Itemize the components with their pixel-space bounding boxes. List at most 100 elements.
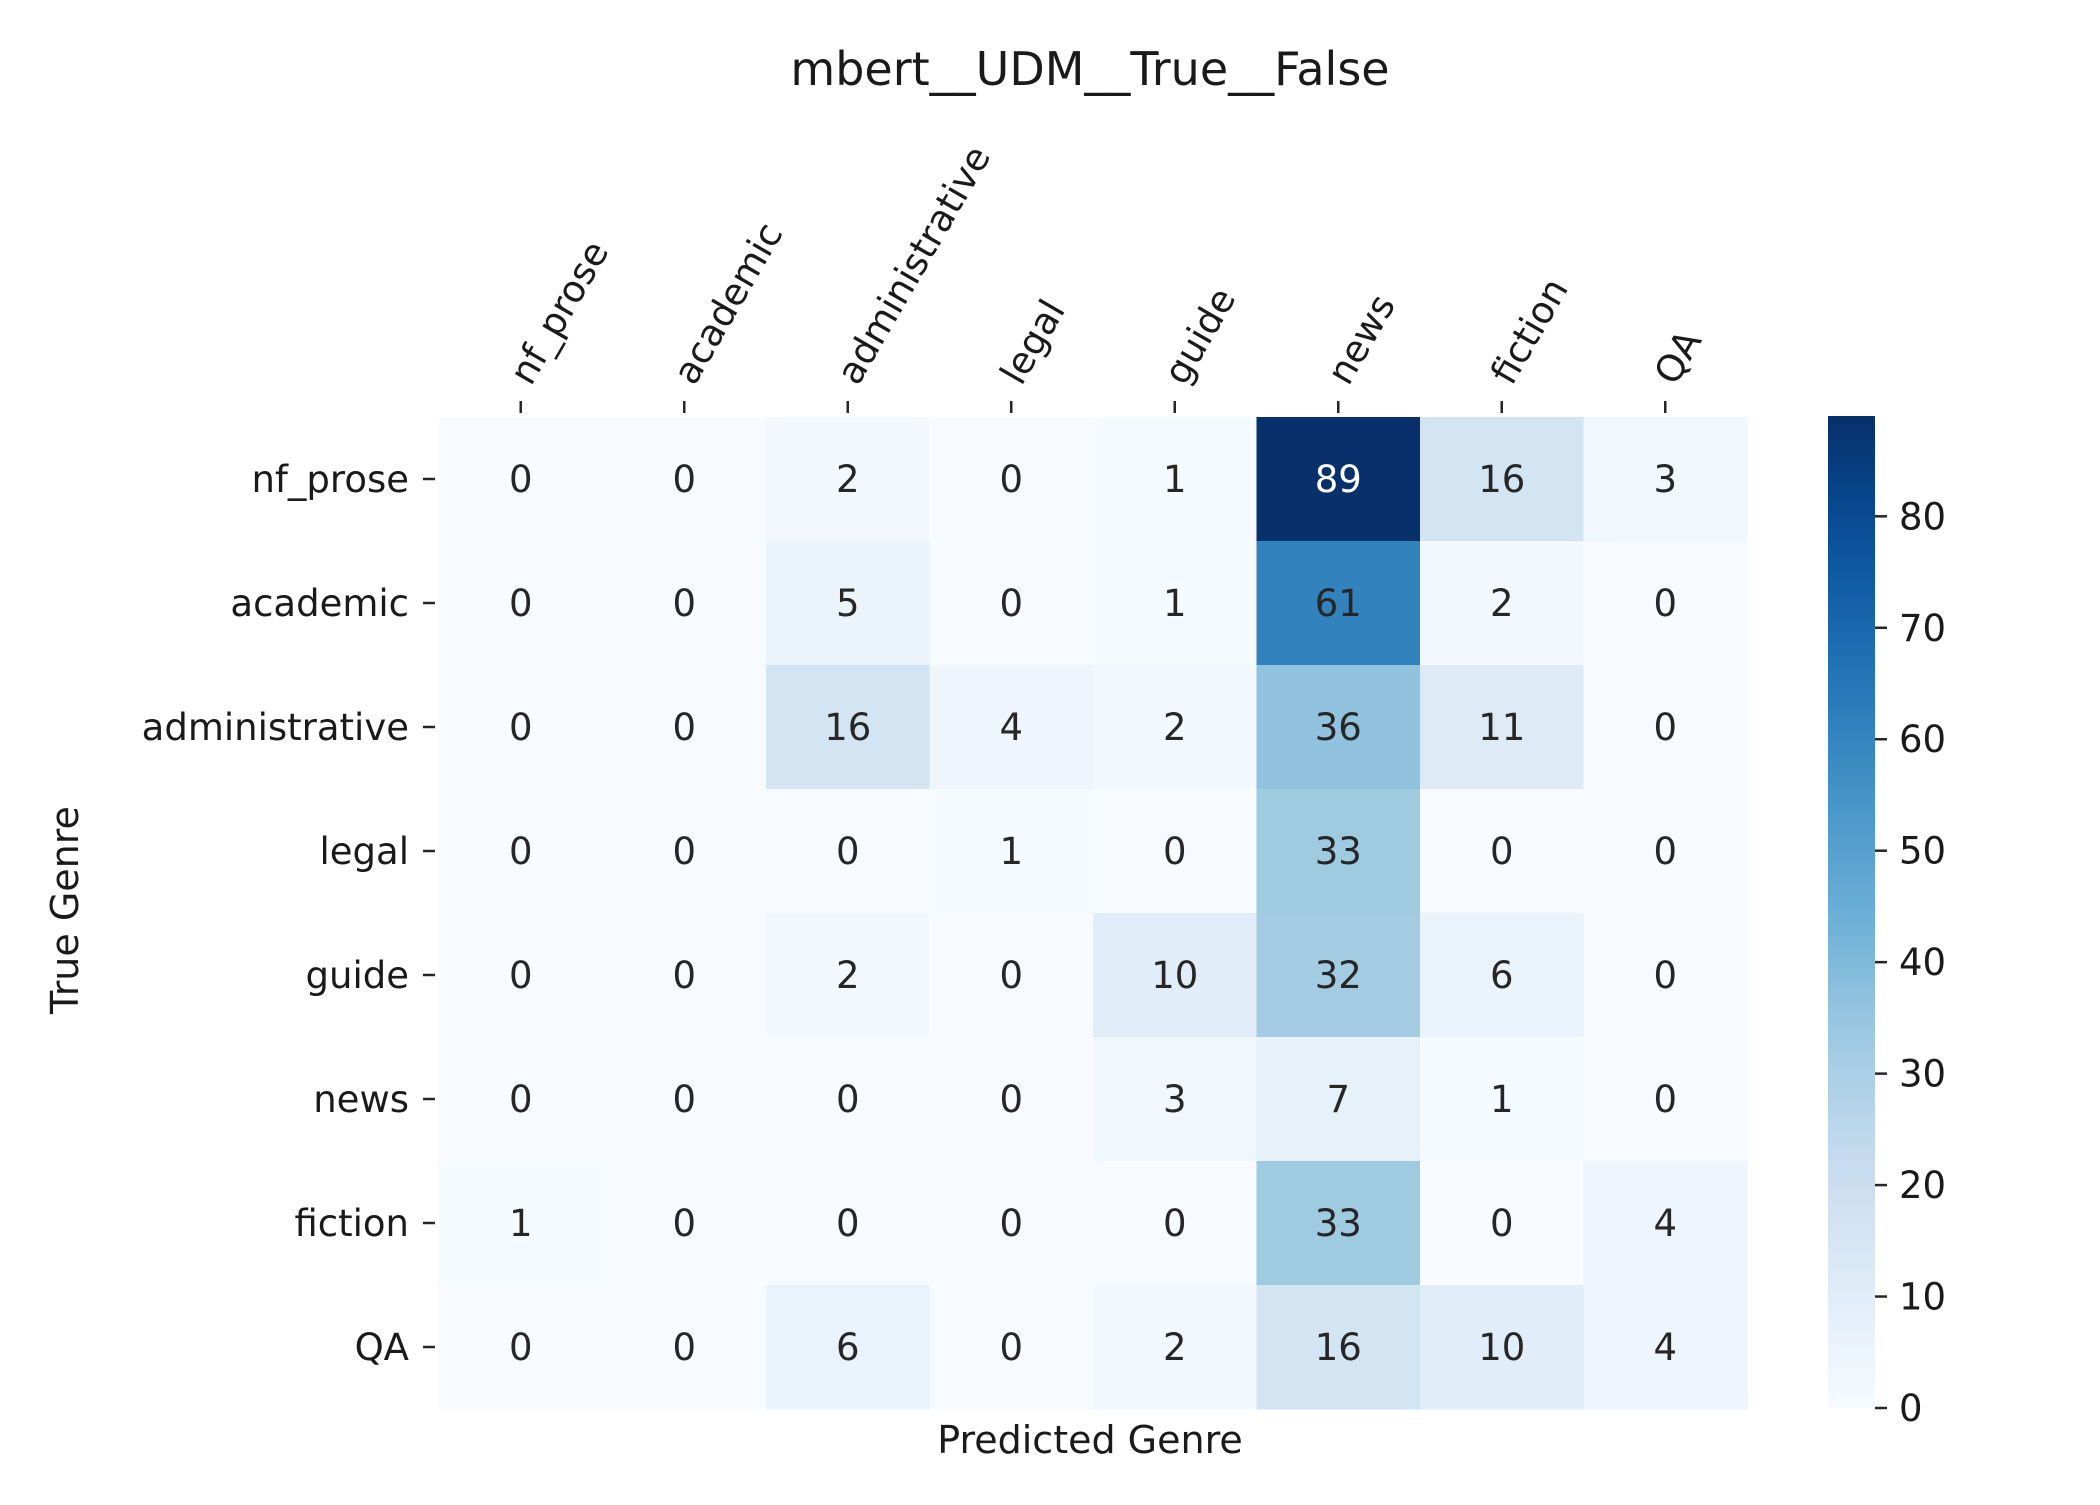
colorbar-tick-label: 60 bbox=[1899, 718, 1946, 761]
cell-value-label: 3 bbox=[1653, 458, 1677, 501]
x-tick-label: administrative bbox=[828, 138, 999, 391]
heatmap-cell bbox=[1256, 417, 1421, 542]
cell-value-label: 0 bbox=[672, 458, 696, 501]
x-tick-label: nf_prose bbox=[501, 234, 617, 392]
heatmap-cell bbox=[1093, 665, 1258, 790]
colorbar-gradient bbox=[1828, 416, 1875, 1408]
cell-value-label: 0 bbox=[672, 830, 696, 873]
cell-value-label: 0 bbox=[509, 830, 533, 873]
cell-value-label: 0 bbox=[672, 706, 696, 749]
heatmap-cell bbox=[1093, 417, 1258, 542]
cell-value-label: 0 bbox=[1163, 830, 1187, 873]
y-tick-label: administrative bbox=[142, 706, 409, 749]
heatmap-cell bbox=[1256, 1285, 1421, 1410]
cell-value-label: 36 bbox=[1315, 706, 1362, 749]
cell-value-label: 0 bbox=[509, 706, 533, 749]
cell-value-label: 89 bbox=[1315, 458, 1362, 501]
colorbar-tick-label: 50 bbox=[1899, 830, 1946, 873]
cell-value-label: 11 bbox=[1478, 706, 1525, 749]
heatmap-cell bbox=[766, 1285, 931, 1410]
heatmap: 0 0 2 0 1 89 16 30 0 5 0 1 61 2 00 0 16 4 2 36 11 00 0 0 1 0 33 0 00… bbox=[439, 417, 1748, 1410]
cell-value-label: 1 bbox=[1163, 582, 1187, 625]
heatmap-cell bbox=[439, 541, 604, 666]
heatmap-cell bbox=[929, 1285, 1094, 1410]
cell-value-label: 2 bbox=[1490, 582, 1514, 625]
heatmap-cell bbox=[602, 913, 767, 1038]
heatmap-cell bbox=[929, 1161, 1094, 1286]
cell-value-label: 16 bbox=[1478, 458, 1525, 501]
cell-value-label: 0 bbox=[1653, 954, 1677, 997]
y-axis-label: True Genre bbox=[43, 806, 87, 1015]
heatmap-cell bbox=[1420, 1285, 1585, 1410]
heatmap-cell bbox=[929, 665, 1094, 790]
heatmap-cell bbox=[1256, 1037, 1421, 1162]
cell-value-label: 6 bbox=[1490, 954, 1514, 997]
cell-value-label: 4 bbox=[999, 706, 1023, 749]
cell-value-label: 1 bbox=[1163, 458, 1187, 501]
cell-value-label: 0 bbox=[1653, 582, 1677, 625]
cell-value-label: 0 bbox=[836, 830, 860, 873]
y-tick-label: academic bbox=[230, 582, 409, 625]
colorbar-tick-label: 0 bbox=[1899, 1387, 1923, 1430]
heatmap-cell bbox=[439, 665, 604, 790]
y-tick-label: nf_prose bbox=[251, 458, 409, 501]
heatmap-cell bbox=[1256, 665, 1421, 790]
colorbar: 0 10 20 30 40 50 60 70 80 bbox=[1828, 416, 1946, 1430]
cell-value-label: 0 bbox=[1653, 706, 1677, 749]
cell-value-label: 2 bbox=[836, 954, 860, 997]
heatmap-cell bbox=[1583, 1161, 1748, 1286]
heatmap-cell bbox=[439, 1037, 604, 1162]
heatmap-cell bbox=[1583, 789, 1748, 914]
heatmap-cell bbox=[1420, 665, 1585, 790]
cell-value-label: 1 bbox=[999, 830, 1023, 873]
x-tick-label: legal bbox=[992, 293, 1074, 392]
cell-value-label: 3 bbox=[1163, 1078, 1187, 1121]
heatmap-cell bbox=[439, 1285, 604, 1410]
x-tick-label: academic bbox=[665, 215, 792, 391]
cell-value-label: 0 bbox=[509, 1078, 533, 1121]
cell-value-label: 10 bbox=[1151, 954, 1198, 997]
cell-value-label: 0 bbox=[509, 1326, 533, 1369]
heatmap-cell bbox=[929, 789, 1094, 914]
heatmap-cell bbox=[1093, 541, 1258, 666]
cell-value-label: 0 bbox=[1490, 830, 1514, 873]
cell-value-label: 2 bbox=[1163, 1326, 1187, 1369]
cell-value-label: 0 bbox=[672, 954, 696, 997]
heatmap-cell bbox=[1420, 541, 1585, 666]
heatmap-cell bbox=[766, 1037, 931, 1162]
heatmap-cell bbox=[1093, 789, 1258, 914]
cell-value-label: 16 bbox=[1315, 1326, 1362, 1369]
cell-value-label: 32 bbox=[1315, 954, 1362, 997]
heatmap-cell bbox=[602, 541, 767, 666]
cell-value-label: 0 bbox=[999, 1202, 1023, 1245]
cell-value-label: 0 bbox=[509, 954, 533, 997]
heatmap-cell bbox=[1093, 1037, 1258, 1162]
heatmap-cell bbox=[439, 789, 604, 914]
heatmap-cell bbox=[1420, 913, 1585, 1038]
cell-value-label: 0 bbox=[509, 458, 533, 501]
heatmap-cell bbox=[602, 789, 767, 914]
heatmap-cell bbox=[602, 1161, 767, 1286]
cell-value-label: 0 bbox=[836, 1202, 860, 1245]
colorbar-tick-label: 30 bbox=[1899, 1053, 1946, 1096]
cell-value-label: 4 bbox=[1653, 1326, 1677, 1369]
heatmap-cell bbox=[1256, 541, 1421, 666]
chart-title: mbert__UDM__True__False bbox=[790, 42, 1389, 96]
heatmap-cell bbox=[1420, 1037, 1585, 1162]
heatmap-cell bbox=[766, 417, 931, 542]
heatmap-cell bbox=[1093, 1285, 1258, 1410]
cell-value-label: 0 bbox=[1653, 1078, 1677, 1121]
heatmap-cell bbox=[439, 417, 604, 542]
colorbar-tick-label: 10 bbox=[1899, 1276, 1946, 1319]
cell-value-label: 0 bbox=[672, 1326, 696, 1369]
x-tick-label: news bbox=[1319, 287, 1404, 391]
heatmap-cell bbox=[929, 913, 1094, 1038]
cell-value-label: 2 bbox=[836, 458, 860, 501]
cell-value-label: 0 bbox=[836, 1078, 860, 1121]
y-tick-label: legal bbox=[320, 830, 409, 873]
heatmap-cell bbox=[602, 665, 767, 790]
cell-value-label: 16 bbox=[824, 706, 871, 749]
